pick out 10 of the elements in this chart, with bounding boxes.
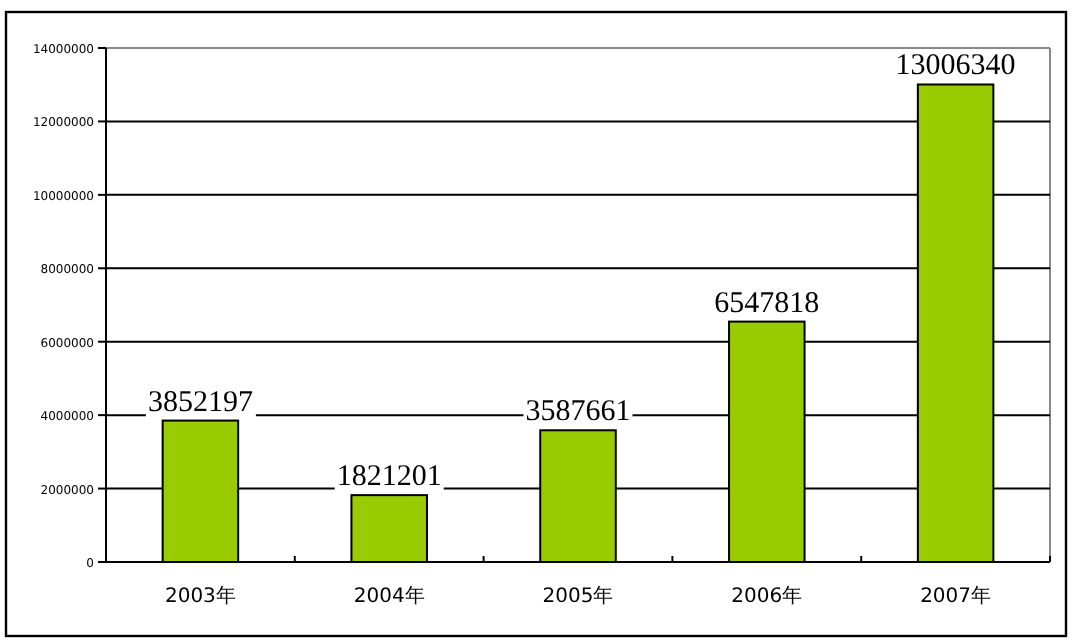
x-tick-label: 2007年	[920, 584, 992, 608]
x-tick-label: 2005年	[542, 584, 614, 608]
data-label: 1821201	[336, 461, 442, 494]
data-label: 3587661	[525, 396, 631, 429]
x-tick-label: 2004年	[353, 584, 425, 608]
data-label: 3852197	[147, 386, 254, 419]
data-label: 13006340	[895, 50, 1016, 83]
x-tick-label: 2003年	[164, 584, 236, 608]
x-tick-label: 2006年	[731, 584, 803, 608]
data-label: 6547818	[714, 287, 820, 320]
